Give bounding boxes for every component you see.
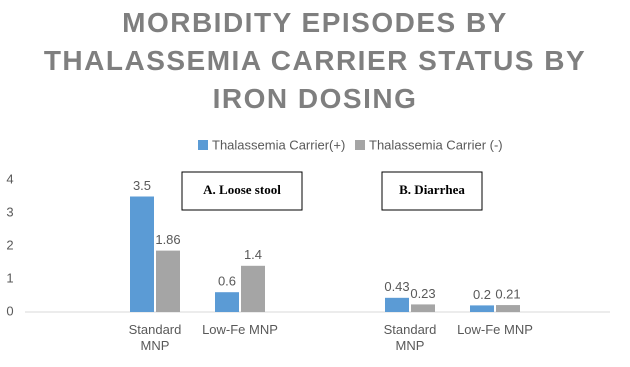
legend-label: Thalassemia Carrier(+)	[212, 137, 345, 152]
legend-swatch	[198, 140, 208, 150]
data-label: 0.21	[495, 287, 520, 302]
y-tick-label: 4	[6, 171, 13, 186]
legend-label: Thalassemia Carrier (-)	[369, 137, 503, 152]
bar	[156, 250, 180, 312]
bar	[496, 305, 520, 312]
y-tick-label: 3	[6, 204, 13, 219]
y-tick-label: 0	[6, 303, 13, 318]
bar	[470, 305, 494, 312]
data-label: 3.5	[133, 178, 151, 193]
annotation: A. Loose stool	[203, 182, 281, 197]
chart-title: MORBIDITY EPISODES BY THALASSEMIA CARRIE…	[43, 7, 587, 114]
y-tick-label: 1	[6, 270, 13, 285]
data-label: 0.2	[473, 287, 491, 302]
data-label: 1.4	[244, 247, 262, 262]
bar	[411, 304, 435, 312]
legend-swatch	[355, 140, 365, 150]
bar	[130, 196, 154, 312]
bar	[215, 292, 239, 312]
annotation: B. Diarrhea	[399, 182, 465, 197]
data-label: 0.43	[384, 279, 409, 294]
data-label: 1.86	[155, 232, 180, 247]
annotation-box	[381, 171, 483, 211]
x-tick-label: Standard MNP	[128, 322, 182, 353]
y-tick-label: 2	[6, 237, 13, 252]
data-label: 0.23	[410, 286, 435, 301]
x-tick-label: Low-Fe MNP	[202, 322, 278, 337]
bar	[385, 297, 409, 312]
x-tick-label: Low-Fe MNP	[457, 322, 533, 337]
bar	[241, 265, 265, 312]
x-tick-label: Standard MNP	[383, 322, 437, 353]
data-label: 0.6	[218, 274, 236, 289]
annotation-box	[181, 171, 303, 211]
